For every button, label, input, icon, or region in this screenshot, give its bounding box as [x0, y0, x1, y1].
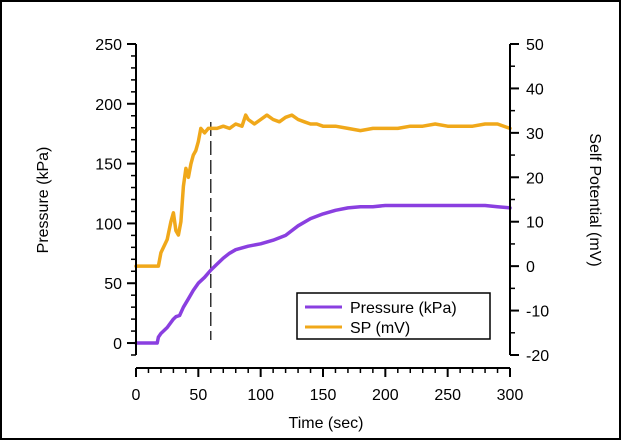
- y-right-tick-label: 10: [526, 215, 544, 232]
- x-tick-label: 300: [497, 387, 524, 404]
- x-tick-label: 150: [310, 387, 337, 404]
- x-axis-title: Time (sec): [289, 415, 364, 432]
- x-tick-label: 50: [189, 387, 207, 404]
- y-right-tick-label: 0: [526, 259, 535, 276]
- x-tick-label: 200: [372, 387, 399, 404]
- x-tick-label: 100: [247, 387, 274, 404]
- y-left-tick-label: 250: [95, 37, 122, 54]
- series-line-pressure: [134, 203, 512, 345]
- y-left-tick-label: 0: [113, 336, 122, 353]
- y-right-axis-title: Self Potential (mV): [586, 133, 603, 266]
- x-tick-label: 0: [132, 387, 141, 404]
- axes-layer: 0 50 100 150 200 250 300 0 50 100 150 200 250 -20 -10 0…: [95, 37, 549, 404]
- y-left-tick-label: 50: [104, 276, 122, 293]
- y-right-tick-label: -20: [526, 348, 549, 365]
- y-right-tick-label: -10: [526, 304, 549, 321]
- y-right-tick-label: 40: [526, 81, 544, 98]
- y-left-axis-title: Pressure (kPa): [35, 147, 52, 254]
- series-layer: [134, 113, 512, 345]
- y-left-tick-label: 200: [95, 97, 122, 114]
- series-line-sp: [134, 113, 512, 268]
- y-left-tick-label: 100: [95, 216, 122, 233]
- legend: Pressure (kPa) SP (mV): [296, 292, 491, 340]
- legend-box: [296, 292, 491, 340]
- y-right-tick-label: 20: [526, 170, 544, 187]
- y-right-tick-label: 30: [526, 126, 544, 143]
- legend-label-sp: SP (mV): [350, 320, 410, 337]
- legend-label-pressure: Pressure (kPa): [350, 300, 457, 317]
- x-tick-label: 250: [434, 387, 461, 404]
- y-right-tick-label: 50: [526, 37, 544, 54]
- y-left-tick-label: 150: [95, 157, 122, 174]
